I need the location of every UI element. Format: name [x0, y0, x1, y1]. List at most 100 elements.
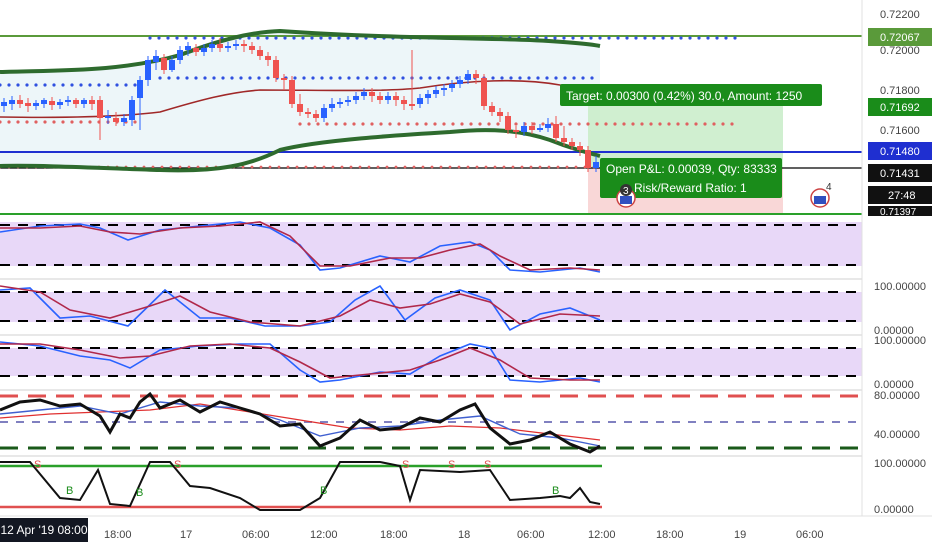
time-tick: 06:00 — [796, 529, 824, 541]
target-label[interactable]: Target: 0.00300 (0.42%) 30.0, Amount: 12… — [560, 84, 822, 106]
signal-pane[interactable]: S B B S B S S S B — [0, 459, 602, 511]
rsi-average-line — [0, 401, 601, 447]
psar-dot — [347, 76, 351, 80]
psar-dot — [277, 165, 281, 169]
candle-body — [113, 118, 119, 122]
time-tick: 18:00 — [380, 529, 408, 541]
psar-dot — [715, 36, 719, 40]
psar-dot — [661, 36, 665, 40]
stoch-pane-1[interactable] — [0, 221, 862, 280]
psar-dot — [7, 83, 11, 87]
psar-dot — [500, 76, 504, 80]
psar-dot — [221, 76, 225, 80]
psar-dot — [457, 165, 461, 169]
candlesticks[interactable] — [1, 38, 599, 172]
economic-event-marker-1[interactable]: 3 — [616, 184, 636, 208]
price-axis[interactable]: 0.72200 0.72000 0.71800 0.71600 0.72067 … — [861, 0, 932, 516]
candle-body — [209, 44, 215, 48]
psar-dot — [259, 165, 263, 169]
psar-dot — [553, 36, 557, 40]
price-tick: 0.72200 — [880, 9, 920, 21]
candle-body — [89, 100, 95, 104]
time-tick: 17 — [180, 529, 192, 541]
buy-signal-marker: B — [66, 485, 73, 497]
psar-dot — [518, 76, 522, 80]
psar-dot — [424, 122, 428, 126]
stoch-pane-2[interactable] — [0, 284, 862, 336]
psar-dot — [544, 36, 548, 40]
psar-dot — [16, 83, 20, 87]
psar-dot — [160, 165, 164, 169]
psar-dot — [256, 36, 260, 40]
psar-dot — [590, 76, 594, 80]
psar-dot — [712, 122, 716, 126]
psar-dot — [487, 122, 491, 126]
psar-dot — [421, 165, 425, 169]
pane-scale-tick: 0.00000 — [874, 325, 914, 337]
psar-dot — [559, 122, 563, 126]
sell-signal-marker: S — [174, 459, 181, 471]
candle-body — [313, 114, 319, 118]
candle-body — [417, 98, 423, 104]
psar-dot — [283, 36, 287, 40]
psar-dot — [175, 36, 179, 40]
candle-body — [513, 130, 519, 132]
pnl-label[interactable]: Open P&L: 0.00039, Qty: 83333 Risk/Rewar… — [600, 158, 782, 198]
psar-dot — [320, 76, 324, 80]
stoch-pane-3[interactable] — [0, 341, 862, 391]
psar-dot — [187, 165, 191, 169]
price-pane[interactable]: Target: 0.00300 (0.42%) 30.0, Amount: 12… — [0, 28, 862, 215]
sell-signal-marker: S — [484, 459, 491, 471]
pane-scale-tick: 100.00000 — [874, 335, 926, 347]
candle-body — [377, 96, 383, 100]
psar-dot — [178, 165, 182, 169]
psar-dot — [52, 83, 56, 87]
candle-body — [585, 150, 591, 168]
blue-level-price-badge — [868, 142, 932, 160]
psar-dot — [547, 165, 551, 169]
candle-body — [241, 44, 247, 46]
countdown-badge — [868, 186, 932, 204]
psar-dot — [455, 76, 459, 80]
economic-event-marker-2[interactable]: 4 — [810, 182, 832, 208]
time-tick: 06:00 — [517, 529, 545, 541]
psar-dot — [97, 83, 101, 87]
rsi-pane[interactable] — [0, 391, 862, 457]
psar-dot — [301, 36, 305, 40]
psar-dot — [667, 122, 671, 126]
psar-dot — [466, 165, 470, 169]
psar-dot — [565, 165, 569, 169]
psar-dot — [572, 76, 576, 80]
candle-body — [577, 146, 583, 150]
stoch-d-line — [0, 221, 601, 271]
candle-body — [249, 46, 255, 50]
candle-body — [385, 96, 391, 100]
psar-dot — [697, 36, 701, 40]
psar-dot — [491, 76, 495, 80]
time-axis[interactable]: 18:00 17 06:00 12:00 18:00 18 06:00 12:0… — [0, 515, 932, 550]
psar-dot — [203, 76, 207, 80]
psar-dot — [43, 120, 47, 124]
candle-body — [25, 103, 31, 106]
psar-dot — [304, 165, 308, 169]
target-label-text: Target: 0.00300 (0.42%) 30.0, Amount: 12… — [566, 89, 802, 103]
candle-body — [545, 124, 551, 128]
stoch-k-line — [0, 341, 601, 383]
psar-dot — [257, 76, 261, 80]
time-tick: 12:00 — [310, 529, 338, 541]
candle-body — [81, 100, 87, 104]
psar-dot — [88, 83, 92, 87]
psar-dot — [406, 122, 410, 126]
candle-body — [177, 50, 183, 60]
psar-dot — [184, 36, 188, 40]
psar-dot — [61, 120, 65, 124]
psar-dot — [356, 76, 360, 80]
signal-markers: S B B S B S S S B — [34, 459, 559, 499]
psar-dot — [649, 122, 653, 126]
rsi-line — [0, 391, 601, 454]
candle-body — [33, 103, 39, 106]
psar-dot — [79, 83, 83, 87]
candle-body — [481, 78, 487, 106]
